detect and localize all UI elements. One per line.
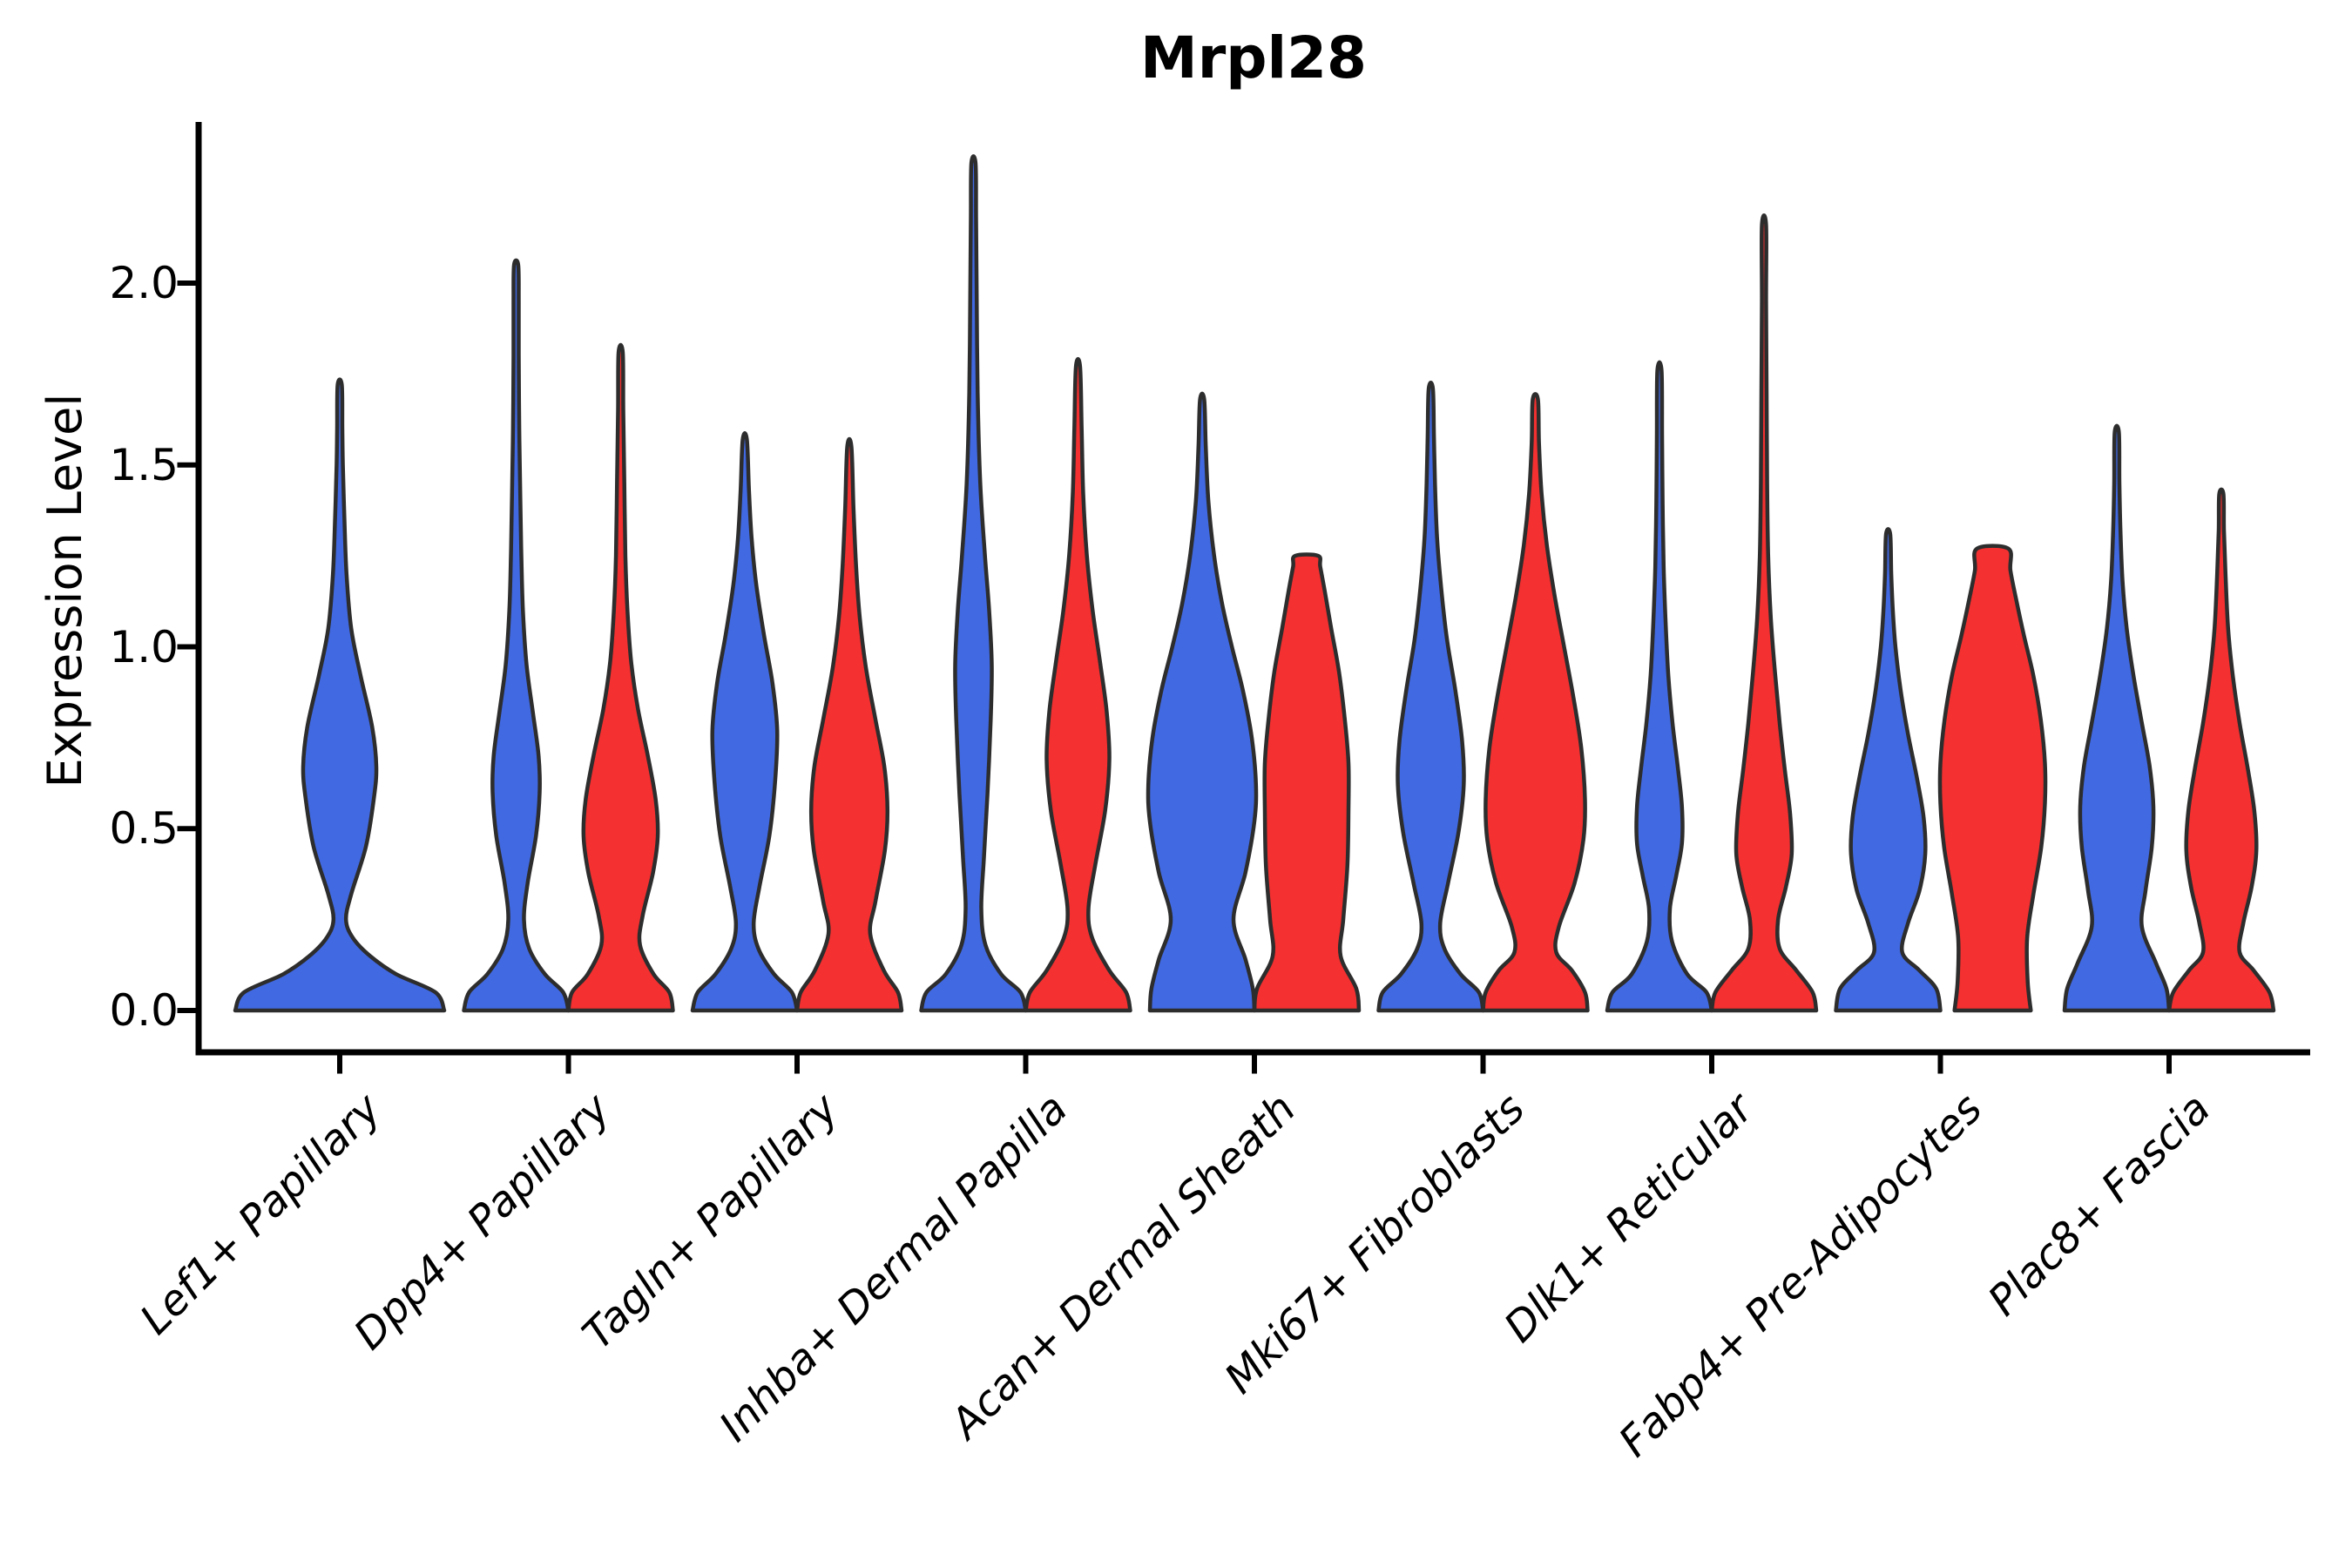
y-tick-label: 1.0 xyxy=(109,621,179,672)
violin-plac8-fascia-red xyxy=(2166,487,2276,1013)
violin-fabp4-pre-adipocytes-blue xyxy=(1834,527,1943,1013)
x-tick-mark xyxy=(337,1055,342,1074)
violin-mki67-fibroblasts-red xyxy=(1481,392,1590,1013)
x-tick-mark xyxy=(794,1055,800,1074)
y-tick-mark xyxy=(177,1008,196,1013)
x-tick-mark xyxy=(1709,1055,1714,1074)
y-axis-spine xyxy=(195,122,202,1056)
violin-inhba-dermal-papilla-red xyxy=(1024,356,1132,1013)
violin-acan-dermal-sheath-blue xyxy=(1146,391,1259,1013)
violin-tagln-papillary-red xyxy=(794,436,904,1013)
x-tick-mark xyxy=(1252,1055,1257,1074)
y-tick-label: 2.0 xyxy=(109,258,179,308)
y-tick-mark xyxy=(177,644,196,650)
chart-title: Mrpl28 xyxy=(1140,24,1367,91)
violin-dpp4-papillary-blue xyxy=(462,258,571,1013)
violin-plac8-fascia-blue xyxy=(2062,423,2172,1013)
violin-dlk1-reticular-blue xyxy=(1605,360,1714,1013)
violin-lef1-papillary-blue xyxy=(233,377,447,1013)
violin-tagln-papillary-blue xyxy=(690,430,800,1013)
y-tick-mark xyxy=(177,826,196,832)
x-tick-mark xyxy=(1480,1055,1486,1074)
x-tick-mark xyxy=(1937,1055,1943,1074)
y-tick-label: 0.5 xyxy=(109,803,179,855)
violin-acan-dermal-sheath-red xyxy=(1252,552,1362,1013)
y-tick-label: 1.5 xyxy=(109,439,179,490)
y-tick-mark xyxy=(177,462,196,468)
x-tick-mark xyxy=(2166,1055,2172,1074)
violin-inhba-dermal-papilla-blue xyxy=(919,154,1028,1013)
y-axis-label: Expression Level xyxy=(37,393,92,788)
x-tick-mark xyxy=(1023,1055,1029,1074)
violin-fabp4-pre-adipocytes-red xyxy=(1937,544,2048,1013)
violin-mki67-fibroblasts-blue xyxy=(1376,381,1485,1013)
x-tick-mark xyxy=(565,1055,571,1074)
violin-dlk1-reticular-red xyxy=(1709,213,1819,1013)
y-tick-label: 0.0 xyxy=(109,985,179,1036)
violin-dpp4-papillary-red xyxy=(566,342,675,1013)
y-tick-mark xyxy=(177,280,196,286)
x-axis-spine xyxy=(195,1049,2310,1056)
